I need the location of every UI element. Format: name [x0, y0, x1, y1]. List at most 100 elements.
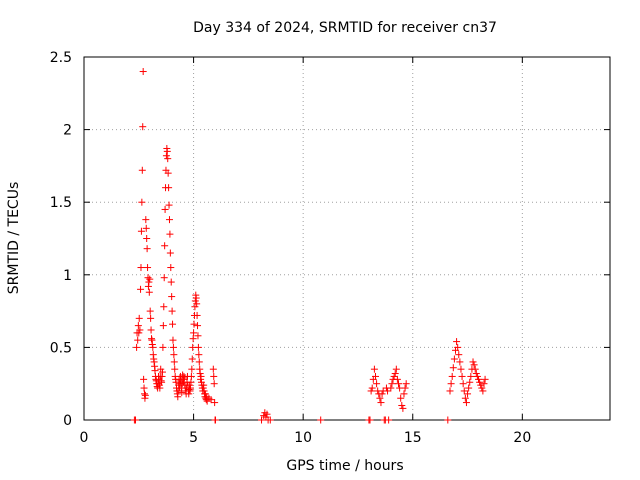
- y-tick-label: 2: [63, 123, 72, 139]
- data-point: [384, 387, 392, 395]
- data-point: [188, 365, 196, 373]
- data-point: [480, 380, 488, 388]
- x-tick-label: 20: [513, 430, 531, 446]
- data-point: [476, 378, 484, 386]
- data-point: [195, 351, 203, 359]
- data-point: [157, 365, 165, 373]
- data-point: [398, 401, 406, 409]
- data-point: [370, 365, 378, 373]
- data-point: [143, 235, 151, 242]
- data-point: [134, 322, 142, 330]
- data-point: [212, 416, 219, 424]
- data-point: [154, 380, 162, 388]
- data-point: [132, 416, 140, 424]
- data-point: [137, 227, 145, 235]
- data-point: [211, 399, 219, 407]
- y-tick-label: 0.5: [50, 340, 72, 356]
- data-point: [138, 166, 146, 174]
- data-point: [144, 274, 152, 282]
- data-point: [449, 364, 457, 372]
- data-point: [170, 351, 178, 359]
- data-point: [145, 278, 153, 286]
- data-point: [147, 326, 155, 334]
- data-point: [135, 314, 143, 322]
- data-point: [473, 372, 481, 380]
- data-point: [395, 380, 403, 388]
- data-point: [140, 375, 148, 383]
- data-point: [146, 307, 154, 315]
- data-point: [165, 184, 173, 192]
- data-point: [469, 358, 477, 366]
- data-point: [137, 264, 145, 272]
- data-point: [134, 336, 142, 344]
- data-point: [170, 358, 178, 366]
- data-point: [457, 365, 465, 373]
- data-point: [146, 275, 154, 283]
- data-point: [195, 358, 203, 366]
- x-tick-label: 5: [189, 430, 198, 446]
- data-point: [456, 358, 464, 366]
- data-point: [393, 375, 401, 383]
- data-point: [399, 404, 407, 412]
- data-point: [471, 365, 479, 373]
- data-point: [166, 249, 174, 257]
- points-layer: [130, 68, 489, 424]
- data-point: [168, 307, 176, 315]
- data-point: [464, 390, 472, 398]
- data-point: [166, 230, 174, 238]
- data-point: [158, 368, 166, 376]
- data-point: [400, 390, 408, 398]
- data-point: [397, 394, 405, 402]
- data-point: [165, 201, 173, 209]
- data-point: [455, 351, 463, 359]
- chart-title: Day 334 of 2024, SRMTID for receiver cn3…: [193, 20, 497, 36]
- data-point: [169, 320, 177, 328]
- data-point: [171, 365, 179, 373]
- data-point: [371, 372, 379, 380]
- data-point: [142, 216, 150, 224]
- data-point: [156, 384, 164, 392]
- data-point: [378, 390, 386, 398]
- data-point: [193, 311, 201, 319]
- y-tick-label: 0: [63, 413, 72, 429]
- data-point: [366, 416, 374, 424]
- data-point: [472, 370, 480, 378]
- data-point: [467, 372, 475, 380]
- y-tick-label: 2.5: [50, 50, 72, 66]
- data-point: [401, 384, 409, 392]
- data-point: [470, 361, 478, 369]
- data-point: [160, 303, 168, 311]
- data-point: [479, 387, 487, 395]
- ticks-layer: 0 5 10 15 20 0 0.5 1 1.5 2 2.5: [50, 50, 610, 446]
- data-point: [161, 205, 169, 213]
- data-point: [188, 355, 196, 363]
- data-point: [444, 416, 452, 424]
- data-point: [194, 322, 202, 330]
- data-point: [143, 245, 151, 253]
- data-point: [266, 416, 274, 424]
- plot-frame: [83, 56, 611, 421]
- data-point: [390, 372, 398, 380]
- data-point: [207, 396, 215, 404]
- data-point: [169, 343, 177, 351]
- data-point: [258, 416, 266, 424]
- data-point: [210, 380, 218, 388]
- data-point: [453, 338, 461, 346]
- data-point: [168, 293, 176, 301]
- data-point: [190, 320, 198, 328]
- data-point: [210, 372, 218, 380]
- data-point: [454, 343, 462, 351]
- data-point: [142, 224, 150, 232]
- data-point: [178, 388, 186, 396]
- x-tick-label: 0: [80, 430, 89, 446]
- data-point: [388, 380, 396, 388]
- data-point: [461, 394, 469, 402]
- data-point: [139, 68, 147, 76]
- data-point: [475, 375, 482, 383]
- data-point: [164, 169, 172, 177]
- data-point: [136, 326, 144, 334]
- data-point: [159, 343, 167, 351]
- y-tick-label: 1.5: [50, 195, 72, 211]
- data-point: [165, 216, 173, 224]
